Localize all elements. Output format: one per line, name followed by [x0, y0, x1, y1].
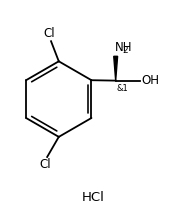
Text: HCl: HCl: [82, 191, 105, 204]
Text: Cl: Cl: [43, 27, 55, 40]
Text: &1: &1: [117, 83, 128, 93]
Polygon shape: [114, 56, 118, 81]
Text: NH: NH: [115, 41, 132, 54]
Text: 2: 2: [122, 46, 128, 55]
Text: Cl: Cl: [39, 158, 51, 171]
Text: OH: OH: [141, 74, 159, 87]
